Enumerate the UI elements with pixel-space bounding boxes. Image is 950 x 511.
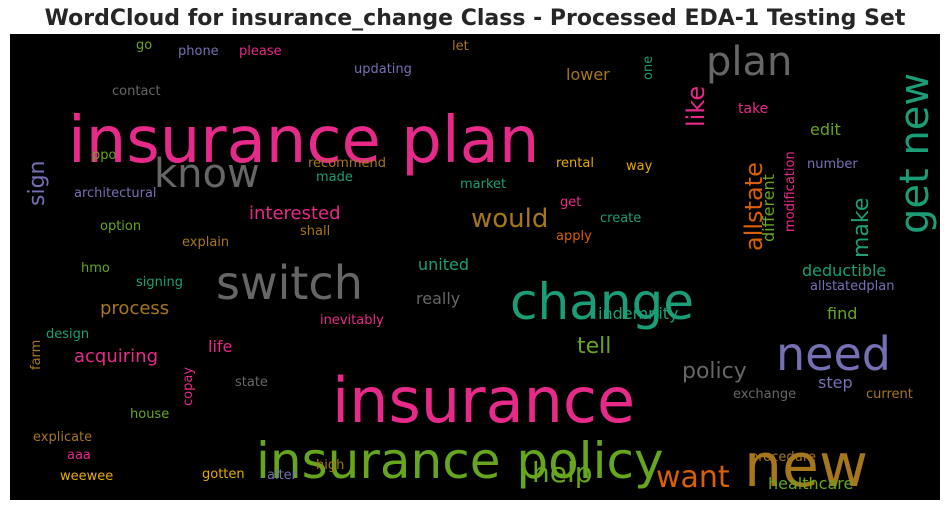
word-get-new: get new (892, 73, 938, 234)
word-way: way (626, 159, 653, 174)
word-market: market (460, 177, 506, 192)
word-get: get (560, 195, 581, 210)
word-want: want (656, 460, 730, 495)
word-copay: copay (181, 367, 196, 406)
word-indemnity: indemnity (598, 304, 679, 323)
word-made: made (316, 170, 353, 185)
word-rental: rental (556, 156, 594, 171)
word-find: find (827, 304, 857, 323)
word-weewee: weewee (60, 469, 113, 484)
word-plan: plan (706, 39, 792, 85)
word-gotten: gotten (202, 467, 245, 482)
word-aaa: aaa (67, 448, 91, 463)
word-help: help (532, 456, 593, 489)
word-allstatedplan: allstatedplan (810, 279, 894, 294)
word-please: please (239, 44, 282, 59)
word-know: know (154, 151, 260, 197)
word-new: new (744, 431, 868, 500)
word-step: step (818, 373, 853, 392)
word-let: let (452, 39, 469, 54)
word-contact: contact (112, 84, 161, 99)
word-make: make (849, 198, 874, 258)
word-inevitably: inevitably (320, 313, 384, 328)
word-farm: farm (29, 340, 44, 370)
word-process: process (100, 298, 169, 319)
word-would: would (471, 204, 548, 234)
word-like: like (682, 86, 710, 127)
word-ppo: ppo (92, 148, 117, 163)
word-shall: shall (300, 224, 330, 239)
word-interested: interested (249, 203, 341, 224)
word-modification: modification (783, 151, 798, 232)
word-different: different (759, 174, 778, 242)
word-acquiring: acquiring (74, 346, 158, 367)
word-insurance: insurance (332, 364, 635, 437)
word-phone: phone (178, 44, 219, 59)
word-go: go (136, 38, 152, 53)
word-really: really (416, 289, 460, 308)
word-tell: tell (577, 334, 611, 359)
word-life: life (208, 337, 232, 356)
word-updating: updating (354, 62, 412, 77)
word-explicate: explicate (33, 430, 92, 445)
word-policy: policy (682, 359, 747, 384)
word-explain: explain (182, 235, 229, 250)
word-insurance-plan: insurance plan (68, 104, 539, 178)
word-signing: signing (136, 275, 183, 290)
word-current: current (866, 387, 913, 402)
word-hmo: hmo (81, 261, 110, 276)
word-deductible: deductible (802, 261, 886, 280)
word-exchange: exchange (733, 387, 796, 402)
word-switch: switch (216, 256, 363, 310)
word-take: take (738, 101, 768, 117)
word-need: need (776, 327, 891, 381)
word-edit: edit (810, 120, 841, 139)
word-architectural: architectural (74, 186, 157, 201)
word-high: high (316, 458, 344, 473)
word-one: one (641, 56, 656, 80)
word-alter: alter (267, 468, 298, 483)
word-insurance-policy: insurance policy (256, 432, 664, 490)
word-design: design (46, 327, 89, 342)
word-create: create (600, 211, 641, 226)
word-allstate: allstate (740, 162, 768, 251)
word-change: change (510, 273, 694, 331)
word-house: house (130, 407, 169, 422)
word-apply: apply (556, 229, 592, 244)
word-healthcare: healthcare (768, 474, 853, 493)
chart-title: WordCloud for insurance_change Class - P… (44, 6, 906, 31)
word-procedure: procedure (750, 450, 816, 465)
wordcloud-canvas: insurance plan insurance insurance policy c… (10, 34, 940, 500)
word-option: option (100, 219, 141, 234)
word-number: number (807, 157, 858, 172)
word-lower: lower (566, 65, 610, 84)
word-sign: sign (25, 161, 50, 206)
word-united: united (418, 255, 469, 274)
word-recommend: recommend (308, 156, 386, 171)
word-state: state (235, 375, 268, 390)
